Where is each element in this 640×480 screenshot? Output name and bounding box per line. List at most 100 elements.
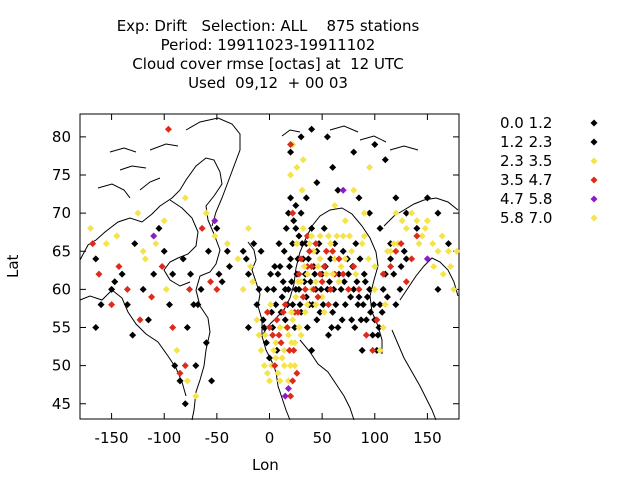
- data-point: [242, 255, 250, 263]
- data-point: [211, 217, 219, 225]
- data-point: [198, 224, 206, 232]
- data-point: [192, 392, 200, 400]
- data-point: [387, 255, 395, 263]
- data-point: [320, 224, 328, 232]
- title-line-4: Used 09,12 + 00 03: [188, 74, 348, 92]
- data-point: [202, 209, 210, 217]
- data-point: [295, 232, 303, 240]
- data-point: [355, 194, 363, 202]
- data-point: [273, 316, 281, 324]
- data-point: [162, 285, 170, 293]
- data-point: [150, 270, 158, 278]
- data-point: [327, 255, 335, 263]
- data-point: [354, 301, 362, 309]
- data-point: [375, 324, 383, 331]
- data-point: [367, 308, 375, 316]
- data-point: [350, 148, 358, 156]
- data-point: [340, 278, 348, 286]
- data-point: [318, 278, 326, 286]
- data-point: [287, 392, 295, 400]
- data-point: [398, 217, 406, 225]
- data-point: [282, 224, 290, 232]
- legend-label: 1.2 2.3: [500, 133, 552, 151]
- data-point: [353, 278, 361, 286]
- data-point: [339, 247, 347, 255]
- data-point: [301, 285, 309, 293]
- data-point: [423, 194, 431, 202]
- data-point: [160, 217, 168, 225]
- data-point: [164, 125, 172, 133]
- data-point: [129, 331, 137, 339]
- data-point: [287, 255, 295, 263]
- data-point: [286, 263, 294, 270]
- data-point: [280, 346, 288, 354]
- data-point: [341, 301, 349, 309]
- data-point: [316, 232, 324, 240]
- data-point: [234, 255, 242, 263]
- data-point: [300, 263, 308, 270]
- data-point: [392, 301, 400, 309]
- data-point: [297, 209, 305, 217]
- data-point: [183, 377, 191, 385]
- data-point: [390, 240, 398, 248]
- data-point: [430, 263, 438, 270]
- data-point: [207, 278, 215, 286]
- data-point: [299, 293, 307, 301]
- data-point: [289, 377, 297, 385]
- data-point: [366, 209, 374, 217]
- data-point: [108, 285, 116, 293]
- data-point: [344, 270, 352, 278]
- data-point: [323, 133, 331, 141]
- data-point: [376, 301, 384, 309]
- data-point: [223, 247, 231, 255]
- data-point: [257, 346, 265, 354]
- data-point: [141, 255, 149, 263]
- x-axis-label: Lon: [252, 456, 279, 474]
- data-point: [271, 263, 279, 270]
- data-point: [263, 285, 271, 293]
- x-tick-label: 150: [413, 429, 442, 447]
- data-point: [213, 285, 221, 293]
- data-point: [287, 148, 295, 156]
- data-point: [295, 324, 303, 331]
- data-point: [272, 354, 280, 362]
- data-point: [250, 240, 258, 248]
- data-point: [312, 278, 320, 286]
- data-point: [408, 255, 416, 263]
- data-point: [268, 308, 276, 316]
- data-point: [450, 285, 458, 293]
- data-point: [123, 301, 131, 309]
- data-point: [359, 301, 367, 309]
- data-point: [313, 179, 321, 187]
- data-point: [87, 224, 95, 232]
- data-point: [369, 331, 377, 339]
- data-point: [263, 369, 271, 377]
- data-point: [327, 285, 335, 293]
- data-point: [379, 285, 387, 293]
- data-point: [362, 316, 370, 324]
- data-point: [298, 186, 306, 194]
- data-point: [339, 232, 347, 240]
- data-point: [289, 209, 297, 217]
- title-line-1: Exp: Drift Selection: ALL 875 stations: [116, 17, 420, 35]
- data-point: [272, 301, 280, 309]
- data-point: [287, 362, 295, 370]
- data-point: [362, 331, 370, 339]
- data-point: [279, 308, 287, 316]
- data-point: [308, 224, 316, 232]
- data-point: [95, 270, 103, 278]
- data-point: [276, 263, 284, 270]
- data-point: [329, 270, 337, 278]
- legend-marker: [590, 195, 598, 203]
- data-point: [413, 224, 421, 232]
- data-point: [211, 232, 219, 240]
- data-point: [396, 285, 404, 293]
- data-point: [312, 240, 320, 248]
- data-point: [352, 240, 360, 248]
- data-point: [269, 331, 277, 339]
- y-tick-label: 70: [52, 204, 71, 222]
- data-point: [276, 324, 284, 331]
- data-point: [439, 270, 447, 278]
- data-point: [329, 163, 337, 171]
- data-point: [213, 224, 221, 232]
